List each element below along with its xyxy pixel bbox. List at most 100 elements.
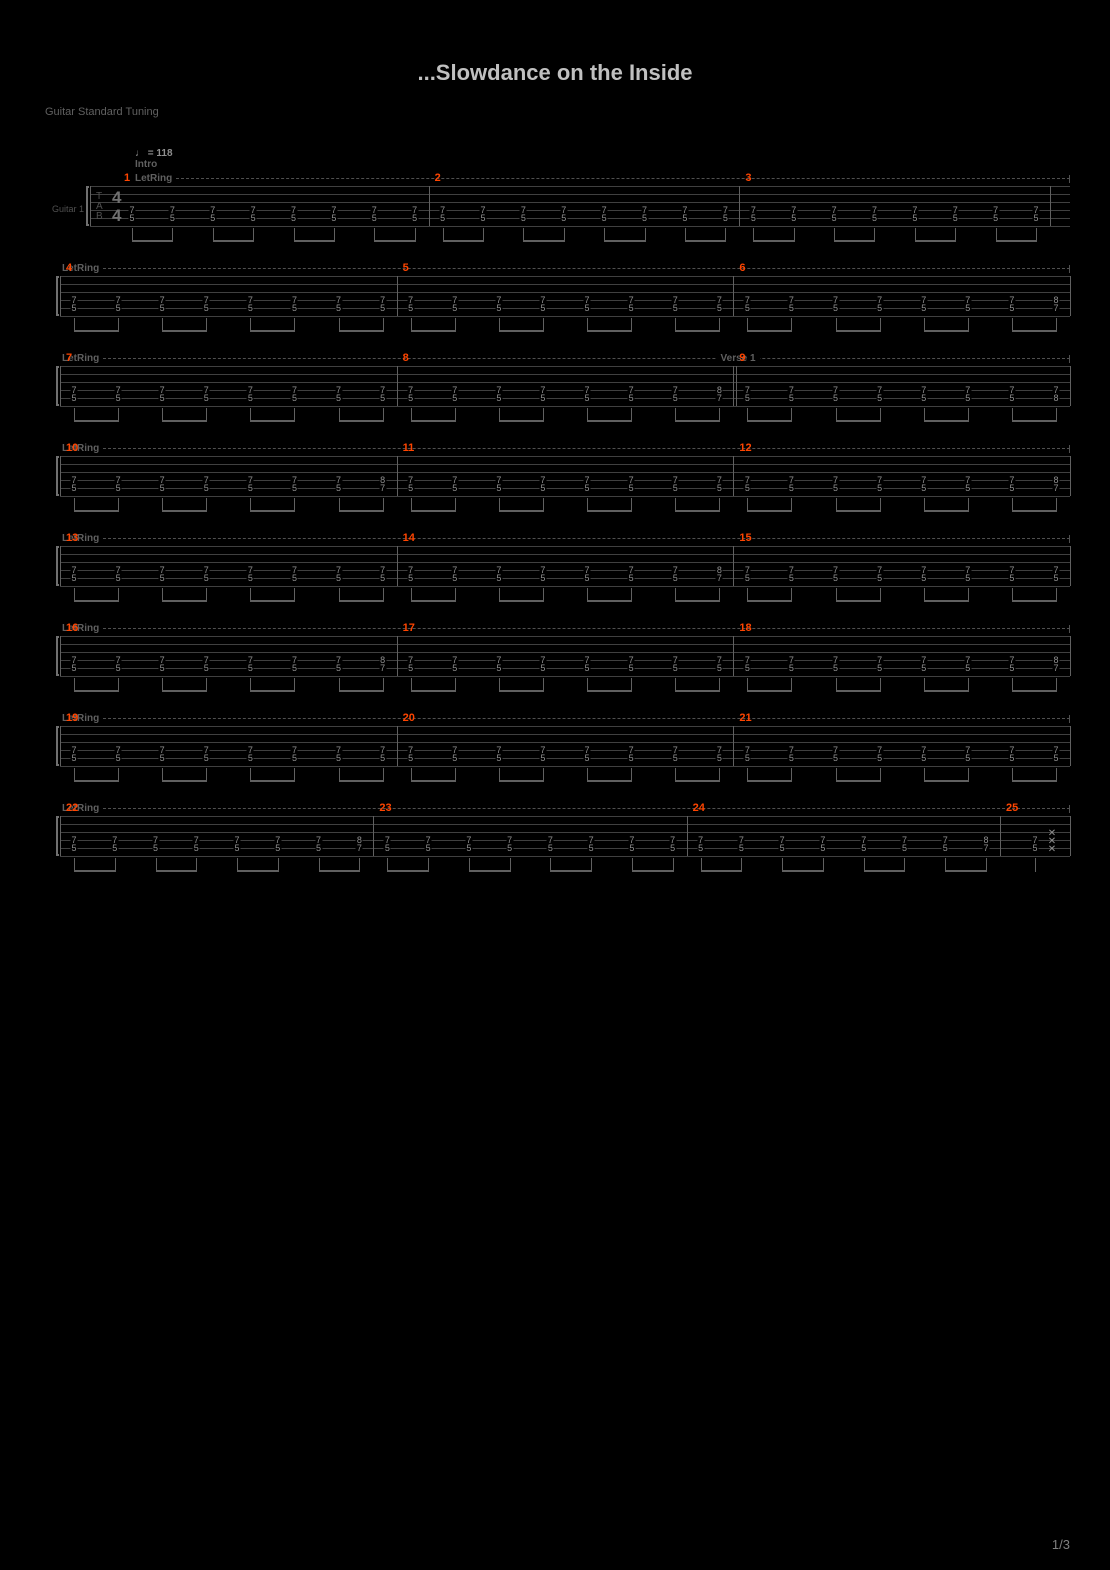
fret-number: 5 — [335, 304, 342, 312]
note-beam — [587, 330, 631, 332]
fret-number: 5 — [291, 574, 298, 582]
note-stem — [118, 768, 119, 782]
fret-number: 5 — [203, 664, 210, 672]
fret-number: 5 — [584, 394, 591, 402]
fret-number: 5 — [1052, 754, 1059, 762]
string-line — [60, 636, 1070, 637]
fret-number: 5 — [379, 304, 386, 312]
note-stem — [1056, 408, 1057, 422]
measure-number: 12 — [739, 442, 751, 454]
note-stem — [791, 498, 792, 512]
fret-number: 5 — [465, 844, 472, 852]
fret-number: 5 — [315, 844, 322, 852]
fret-number: 5 — [832, 484, 839, 492]
fret-number: 5 — [335, 664, 342, 672]
note-stem — [455, 678, 456, 692]
string-line — [60, 472, 1070, 473]
fret-number: 5 — [744, 484, 751, 492]
string-line — [60, 824, 1070, 825]
fret-number: 7 — [982, 844, 989, 852]
note-stem — [955, 228, 956, 242]
fret-number: 5 — [291, 394, 298, 402]
barline — [1070, 456, 1071, 496]
note-stems — [60, 588, 1070, 608]
letring-annotation: LetRing — [62, 712, 1070, 724]
barline — [397, 726, 398, 766]
note-stem — [543, 678, 544, 692]
note-stem — [543, 588, 544, 602]
fret-number: 5 — [964, 394, 971, 402]
string-line — [60, 840, 1070, 841]
note-beam — [675, 330, 719, 332]
fret-number: 5 — [152, 844, 159, 852]
fret-number: 5 — [159, 754, 166, 762]
tempo-value: ♩ = 118 — [135, 148, 1070, 159]
staff-content: TAB4417575757575757575275757575757575753… — [90, 186, 1070, 234]
fret-number: 5 — [788, 754, 795, 762]
note-stem — [253, 228, 254, 242]
string-line — [60, 758, 1070, 759]
note-beam — [587, 510, 631, 512]
note-beam — [632, 870, 673, 872]
note-stems — [60, 768, 1070, 788]
fret-number: 5 — [234, 844, 241, 852]
note-stem — [968, 768, 969, 782]
fret-number: 5 — [159, 484, 166, 492]
tab-page: ...Slowdance on the Inside Guitar Standa… — [0, 0, 1110, 922]
fret-number: 5 — [203, 484, 210, 492]
fret-number: 5 — [247, 394, 254, 402]
tab-block: 1075757575757575871175757575757575751275… — [60, 456, 1070, 504]
letring-line — [103, 718, 1070, 719]
fret-number: 5 — [70, 664, 77, 672]
staff-content: 4757575757575757557575757575757575675757… — [60, 276, 1070, 324]
note-stem — [986, 858, 987, 872]
string-line — [60, 726, 1070, 727]
note-beam — [162, 420, 206, 422]
note-stem — [631, 408, 632, 422]
string-line — [90, 210, 1070, 211]
fret-number: 5 — [203, 304, 210, 312]
fret-number: 5 — [1008, 574, 1015, 582]
note-stem — [294, 588, 295, 602]
fret-number: 7 — [716, 574, 723, 582]
note-beam — [747, 600, 791, 602]
tab-block: 1375757575757575751475757575757575871575… — [60, 546, 1070, 594]
fret-number: 5 — [371, 214, 378, 222]
tab-block: 2275757575757575872375757575757575752475… — [60, 816, 1070, 864]
note-beam — [411, 510, 455, 512]
fret-number: 5 — [964, 664, 971, 672]
note-beam — [747, 330, 791, 332]
note-stem — [631, 768, 632, 782]
fret-number: 5 — [1008, 304, 1015, 312]
note-stem — [383, 498, 384, 512]
string-line — [60, 578, 1070, 579]
barline — [60, 366, 61, 406]
fret-number: 5 — [411, 214, 418, 222]
fret-number: 5 — [832, 304, 839, 312]
fret-number: 5 — [744, 574, 751, 582]
note-stem — [455, 588, 456, 602]
note-beam — [499, 600, 543, 602]
fret-number: 5 — [750, 214, 757, 222]
note-stem — [510, 858, 511, 872]
note-beam — [836, 600, 880, 602]
letring-line — [176, 178, 1070, 179]
string-line — [60, 292, 1070, 293]
note-stem — [483, 228, 484, 242]
note-beam — [162, 510, 206, 512]
barline — [60, 456, 61, 496]
barline — [1070, 276, 1071, 316]
fret-number: 5 — [672, 484, 679, 492]
staff-row: 4757575757575757557575757575757575675757… — [40, 276, 1070, 324]
measure-number: 23 — [379, 802, 391, 814]
note-stem — [115, 858, 116, 872]
staff-content: 7757575757575757587575757575757587975757… — [60, 366, 1070, 414]
fret-number: 5 — [920, 754, 927, 762]
measure-number: 13 — [66, 532, 78, 544]
note-stem — [874, 228, 875, 242]
fret-number: 5 — [992, 214, 999, 222]
note-stem — [968, 498, 969, 512]
string-line — [60, 644, 1070, 645]
fret-number: 5 — [697, 844, 704, 852]
fret-number: 5 — [407, 484, 414, 492]
